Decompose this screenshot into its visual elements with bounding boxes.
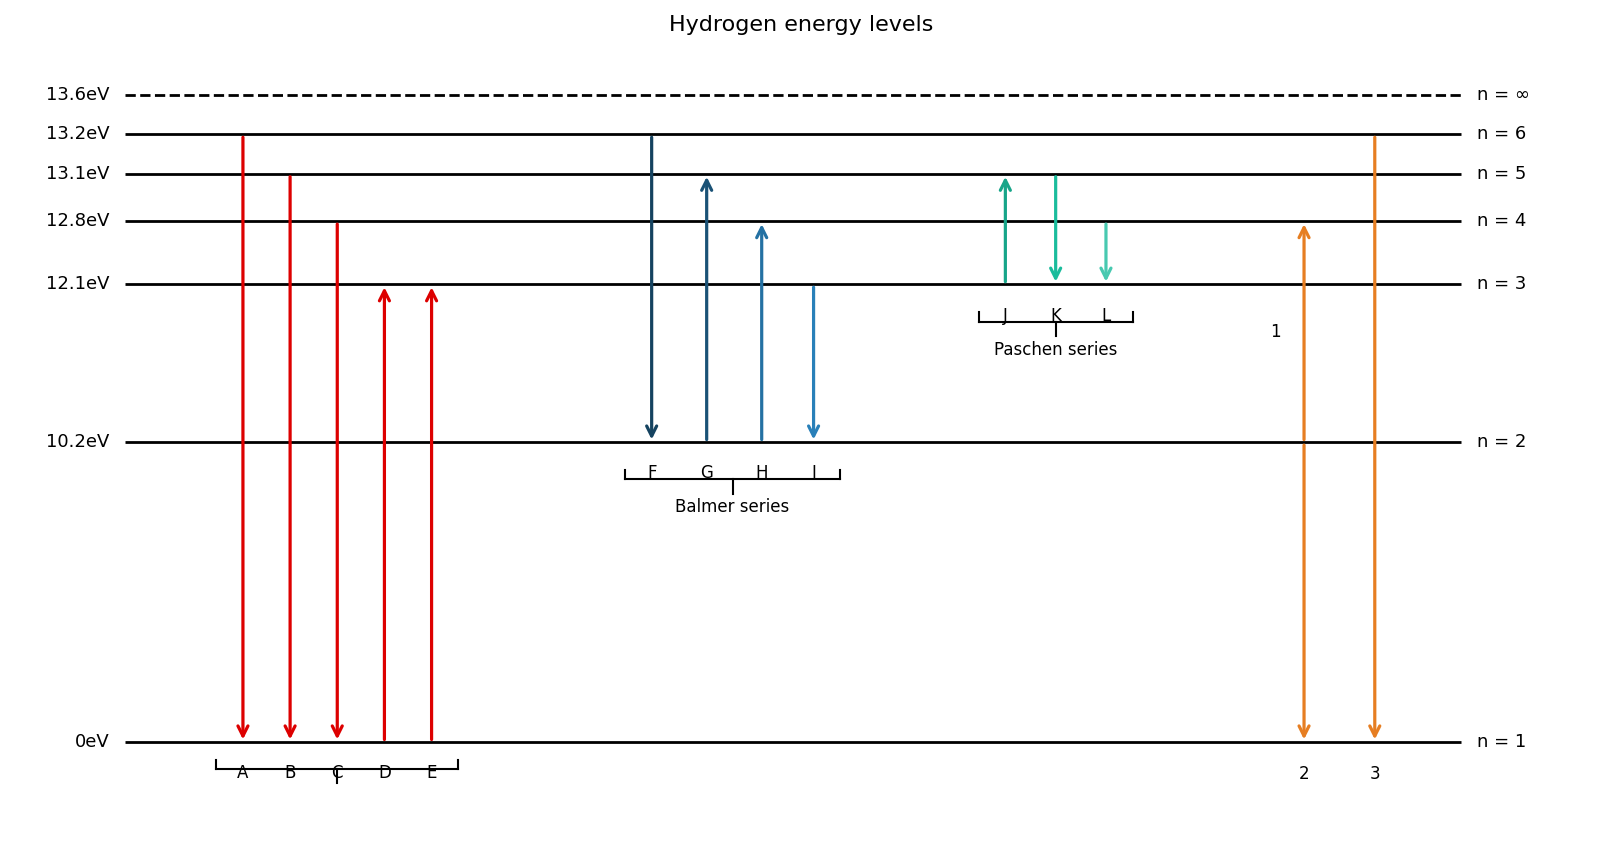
Text: J: J [1003,307,1008,325]
Text: Balmer series: Balmer series [676,498,790,516]
Text: A: A [237,764,248,782]
Text: 12.1eV: 12.1eV [46,275,109,293]
Text: n = 6: n = 6 [1477,125,1527,143]
Text: E: E [426,764,437,782]
Text: 12.8eV: 12.8eV [46,212,109,230]
Text: 13.6eV: 13.6eV [46,86,109,104]
Text: 0eV: 0eV [75,734,109,751]
Text: n = 4: n = 4 [1477,212,1527,230]
Text: 2: 2 [1299,765,1309,783]
Text: B: B [285,764,296,782]
Text: C: C [332,764,343,782]
Text: K: K [1051,307,1061,325]
Text: 10.2eV: 10.2eV [46,434,109,452]
Text: n = 1: n = 1 [1477,734,1527,751]
Text: Paschen series: Paschen series [993,341,1117,359]
Text: H: H [756,464,767,482]
Text: 3: 3 [1370,765,1379,783]
Text: n = ∞: n = ∞ [1477,86,1530,104]
Text: 13.2eV: 13.2eV [46,125,109,143]
Text: F: F [647,464,657,482]
Text: I: I [811,464,815,482]
Text: L: L [1101,307,1110,325]
Text: n = 5: n = 5 [1477,165,1527,183]
Text: n = 2: n = 2 [1477,434,1527,452]
Text: 1: 1 [1270,323,1280,341]
Text: G: G [700,464,713,482]
Text: D: D [378,764,391,782]
Text: 13.1eV: 13.1eV [46,165,109,183]
Text: n = 3: n = 3 [1477,275,1527,293]
Title: Hydrogen energy levels: Hydrogen energy levels [668,15,934,35]
